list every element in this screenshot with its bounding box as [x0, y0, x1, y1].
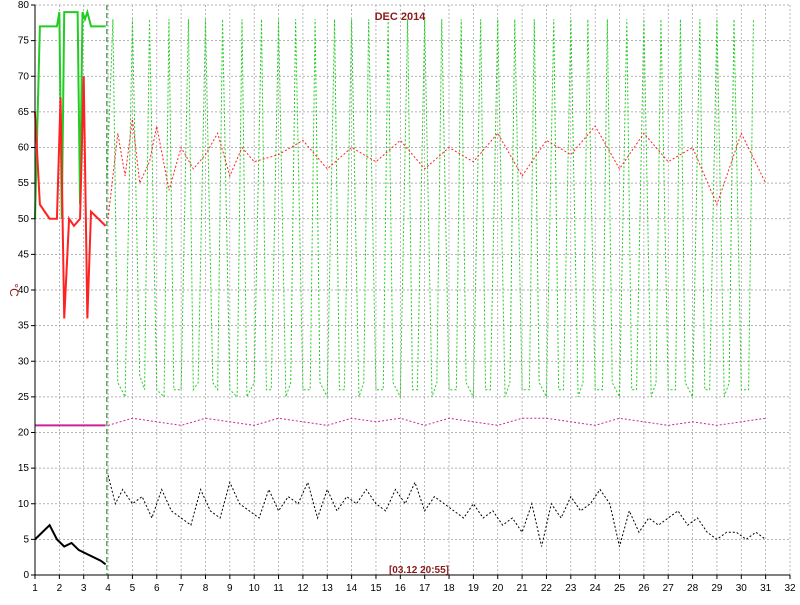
y-tick-label: 15: [18, 463, 30, 474]
x-tick-label: 25: [614, 583, 626, 594]
series-solid-line: [34, 523, 107, 566]
x-tick-label: 20: [492, 583, 504, 594]
x-tick-label: 17: [419, 583, 431, 594]
grid: [34, 4, 791, 576]
series-3: [34, 475, 766, 566]
x-tick-label: 18: [443, 583, 455, 594]
y-tick-label: 35: [18, 321, 30, 332]
x-tick-label: 22: [541, 583, 553, 594]
x-tick-label: 16: [395, 583, 407, 594]
x-tick-label: 6: [154, 583, 160, 594]
series-2: [35, 417, 766, 427]
y-tick-label: 30: [18, 356, 30, 367]
x-tick-label: 11: [273, 583, 284, 594]
y-tick-label: 10: [18, 499, 30, 510]
x-tick-label: 19: [468, 583, 480, 594]
y-axis-label: °C: [7, 283, 21, 297]
x-tick-label: 5: [130, 583, 136, 594]
series-0: [34, 8, 754, 399]
x-tick-label: 7: [178, 583, 184, 594]
y-tick-label: 75: [18, 36, 30, 47]
series-solid-line: [34, 8, 106, 219]
y-tick-label: 25: [18, 392, 30, 403]
y-tick-label: 5: [23, 534, 29, 545]
x-tick-label: 10: [249, 583, 261, 594]
series-1: [34, 76, 767, 319]
x-tick-label: 3: [81, 583, 87, 594]
x-tick-label: 12: [297, 583, 309, 594]
x-tick-label: 21: [517, 583, 529, 594]
series-layer: [34, 8, 767, 566]
x-tick-label: 4: [105, 583, 111, 594]
x-tick-label: 9: [227, 583, 233, 594]
series-dotted-line: [107, 475, 766, 547]
x-tick-label: 32: [784, 583, 796, 594]
series-dotted-line: [107, 118, 767, 219]
y-tick-label: 55: [18, 178, 30, 189]
x-tick-label: 30: [736, 583, 748, 594]
x-tick-label: 28: [687, 583, 699, 594]
x-tick-label: 26: [638, 583, 650, 594]
x-tick-label: 1: [32, 583, 38, 594]
y-tick-label: 20: [18, 428, 30, 439]
series-dotted-line: [107, 417, 766, 426]
x-tick-label: 31: [760, 583, 772, 594]
x-tick-label: 29: [711, 583, 723, 594]
x-tick-label: 8: [203, 583, 209, 594]
y-tick-label: 0: [23, 570, 29, 581]
series-dotted-line: [106, 19, 754, 399]
y-tick-label: 70: [18, 71, 30, 82]
chart-title: DEC 2014: [375, 11, 427, 23]
y-tick-label: 45: [18, 249, 30, 260]
y-tick-label: 50: [18, 214, 30, 225]
x-tick-label: 27: [663, 583, 675, 594]
x-tick-label: 23: [565, 583, 577, 594]
x-tick-label: 13: [322, 583, 334, 594]
x-tick-label: 24: [590, 583, 602, 594]
timestamp-label: [03.12 20:55]: [389, 565, 449, 576]
x-tick-label: 15: [370, 583, 382, 594]
y-tick-label: 40: [18, 285, 30, 296]
series-solid-line: [34, 76, 107, 319]
y-tick-label: 65: [18, 107, 30, 118]
y-tick-label: 60: [18, 143, 30, 154]
x-tick-label: 2: [57, 583, 63, 594]
x-tick-label: 14: [346, 583, 358, 594]
y-tick-label: 80: [18, 0, 30, 11]
